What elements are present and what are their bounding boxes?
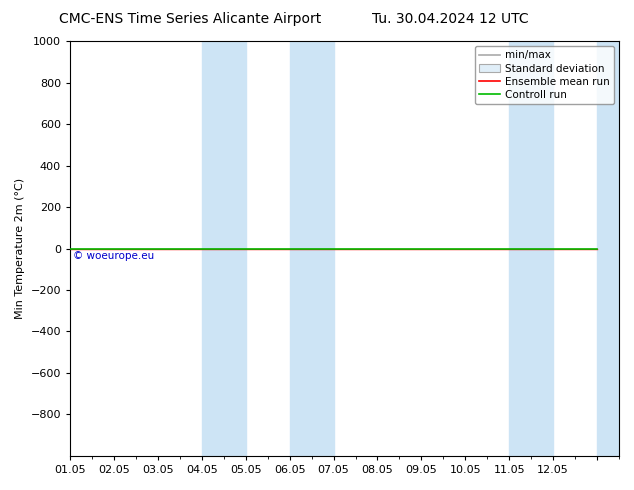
Y-axis label: Min Temperature 2m (°C): Min Temperature 2m (°C) — [15, 178, 25, 319]
Text: © woeurope.eu: © woeurope.eu — [73, 250, 154, 261]
Text: CMC-ENS Time Series Alicante Airport: CMC-ENS Time Series Alicante Airport — [59, 12, 321, 26]
Bar — [202, 41, 246, 456]
Bar — [509, 41, 553, 456]
Bar — [290, 41, 333, 456]
Text: Tu. 30.04.2024 12 UTC: Tu. 30.04.2024 12 UTC — [372, 12, 529, 26]
Legend: min/max, Standard deviation, Ensemble mean run, Controll run: min/max, Standard deviation, Ensemble me… — [475, 46, 614, 104]
Bar — [597, 41, 634, 456]
